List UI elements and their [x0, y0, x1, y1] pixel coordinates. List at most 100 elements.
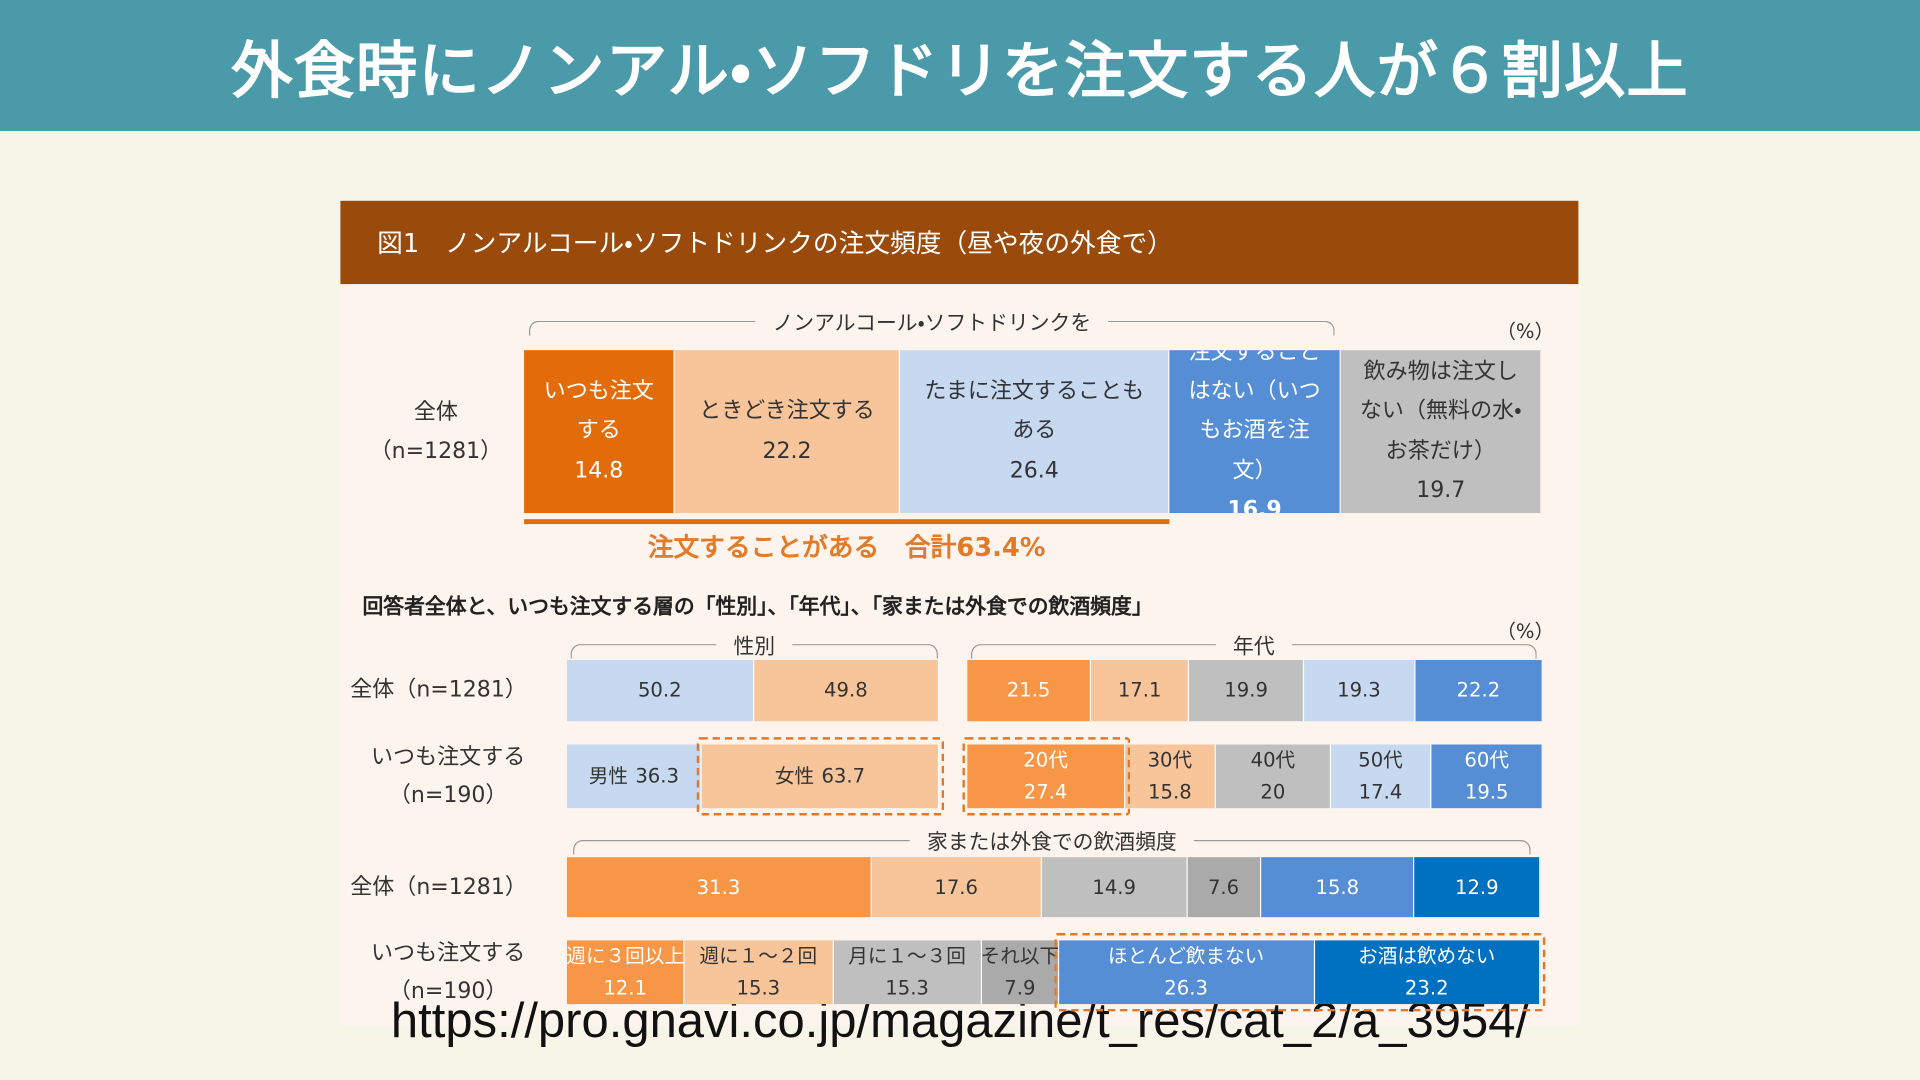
segment-value: 27.4 [1023, 780, 1068, 804]
bar-segment: 飲み物は注文しない（無料の水・お茶だけ） 19.7 [1341, 350, 1542, 514]
segment-value: 16.9 [1227, 497, 1282, 514]
bar-segment: 49.8 [753, 660, 940, 722]
bar-segment: ときどき注文する 22.2 [674, 350, 901, 514]
segment-name: 30代 [1147, 748, 1193, 772]
segment-name: 女性 [774, 764, 815, 788]
segment-name: 40代 [1250, 748, 1296, 772]
segment-value: 19.9 [1224, 678, 1268, 702]
highlight-box [697, 737, 945, 816]
bar-segment: 注文することはない（いつもお酒を注文） 16.9 [1169, 350, 1342, 514]
segment-value: 26.3 [1164, 975, 1208, 1000]
segment-value: 22.2 [1456, 678, 1501, 702]
segment-value: 17.4 [1358, 780, 1403, 804]
segment-name: 月に１～３回 [848, 944, 966, 968]
bar-segment: 17.1 [1091, 660, 1190, 722]
row-label-line: 全体（n=1281） [350, 677, 527, 704]
segment-value: 17.6 [934, 875, 978, 899]
segment-value: 7.6 [1207, 875, 1240, 899]
annotation-line [524, 519, 1170, 525]
row-label-line: 全体 [413, 399, 458, 425]
bar-segment: 男性 36.3 [566, 744, 703, 809]
segment-name: 50代 [1358, 748, 1403, 772]
bar-segment: 30代 15.8 [1125, 744, 1216, 809]
group-label: 家または外食での飲酒頻度 [909, 824, 1194, 856]
row-label: 全体（n=1281） [350, 660, 546, 721]
bar-segment: たまに注文することもある 26.4 [900, 350, 1170, 514]
highlight-box [962, 737, 1130, 816]
segment-value: 15.3 [736, 975, 781, 1000]
segment-value: 15.8 [1148, 780, 1192, 804]
segment-value: 26.4 [1009, 457, 1059, 484]
row-label: 全体 （n=1281） [355, 350, 517, 513]
bar-segment: 19.9 [1189, 660, 1304, 722]
bar-segment: ほとんど飲まない 26.3 [1058, 940, 1315, 1005]
bar-segment: それ以下 7.9 [982, 940, 1059, 1005]
row-label-line: 全体（n=1281） [350, 873, 527, 900]
group-label: 年代 [1215, 628, 1292, 660]
figure-title: 図1 ノンアルコール・ソフトドリンクの注文頻度（昼や夜の外食で） [340, 200, 1579, 285]
segment-value: 14.9 [1092, 875, 1136, 899]
segment-value: 12.1 [603, 975, 647, 1000]
segment-name: 注文することはない（いつもお酒を注文） [1188, 350, 1321, 484]
segment-name: 60代 [1464, 748, 1509, 772]
segment-name: 20代 [1023, 748, 1068, 772]
segment-name: たまに注文することもある [924, 378, 1145, 444]
bar-segment: 60代 19.5 [1431, 744, 1544, 809]
unit: （%） [1496, 319, 1555, 343]
bar-segment: 40代 20 [1215, 744, 1332, 809]
segment-value: 14.8 [574, 457, 624, 484]
segment-value: 31.3 [696, 875, 741, 899]
segment-name: ほとんど飲まない [1108, 944, 1265, 968]
unit: （%） [1496, 619, 1555, 643]
bar-segment: お酒は飲めない 23.2 [1314, 940, 1541, 1005]
segment-value: 19.3 [1337, 678, 1381, 702]
bar-segment: 12.9 [1414, 857, 1541, 918]
figure-subtitle: 回答者全体と、いつも注文する層の「性別」、「年代」、「家または外食での飲酒頻度」 [362, 595, 1153, 620]
bar-segment: 22.2 [1415, 660, 1543, 722]
segment-value: 15.8 [1315, 875, 1360, 899]
segment-value: 21.5 [1006, 678, 1051, 702]
segment-value: 22.2 [762, 437, 812, 464]
row-label: いつも注文する （n=190） [350, 744, 546, 808]
bar-segment: 20代 27.4 [967, 744, 1126, 809]
group-label: ノンアルコール・ソフトドリンクを [755, 305, 1109, 337]
segment-name: 飲み物は注文しない（無料の水・お茶だけ） [1359, 358, 1522, 464]
bar-segment: いつも注文する 14.8 [524, 350, 675, 514]
segment-value: 20 [1260, 780, 1286, 804]
highlight-box [1053, 933, 1546, 1012]
bar-segment: 週に３回以上 12.1 [566, 940, 685, 1005]
segment-value: 15.3 [885, 975, 929, 1000]
bar-segment: 17.6 [871, 857, 1043, 918]
segment-value: 7.9 [1004, 975, 1036, 1000]
bar-segment: 50代 17.4 [1331, 744, 1432, 809]
row-label-line: （n=1281） [369, 437, 503, 464]
bar-segment: 女性 63.7 [702, 744, 940, 809]
row-label-line: （n=190） [388, 782, 508, 809]
segment-value: 63.7 [821, 764, 866, 788]
row-label: いつも注文する （n=190） [350, 940, 546, 1004]
bar-segment: 月に１～３回 15.3 [833, 940, 983, 1005]
segment-value: 23.2 [1404, 975, 1449, 1000]
bar-segment: 週に１～２回 15.3 [684, 940, 834, 1005]
bar-segment: 50.2 [566, 660, 754, 722]
segment-value: 49.8 [824, 678, 868, 703]
bar-segment: 15.8 [1261, 857, 1415, 918]
bar-segment: 31.3 [566, 857, 872, 918]
segment-value: 19.7 [1416, 477, 1466, 504]
segment-name: 週に１～２回 [699, 944, 818, 968]
segment-value: 50.2 [637, 678, 682, 703]
segment-value: 36.3 [635, 764, 679, 788]
bar-segment: 21.5 [967, 660, 1092, 722]
segment-value: 17.1 [1117, 678, 1162, 702]
row-label-line: いつも注文する [371, 939, 526, 966]
row-label-line: いつも注文する [371, 743, 526, 770]
segment-value: 19.5 [1464, 780, 1509, 804]
row-label: 全体（n=1281） [350, 857, 546, 917]
segment-name: それ以下 [982, 944, 1059, 968]
bar-segment: 19.3 [1304, 660, 1416, 722]
bar-segment: 7.6 [1187, 857, 1262, 918]
segment-value: 12.9 [1455, 875, 1499, 899]
segment-name: お酒は飲めない [1358, 944, 1496, 968]
